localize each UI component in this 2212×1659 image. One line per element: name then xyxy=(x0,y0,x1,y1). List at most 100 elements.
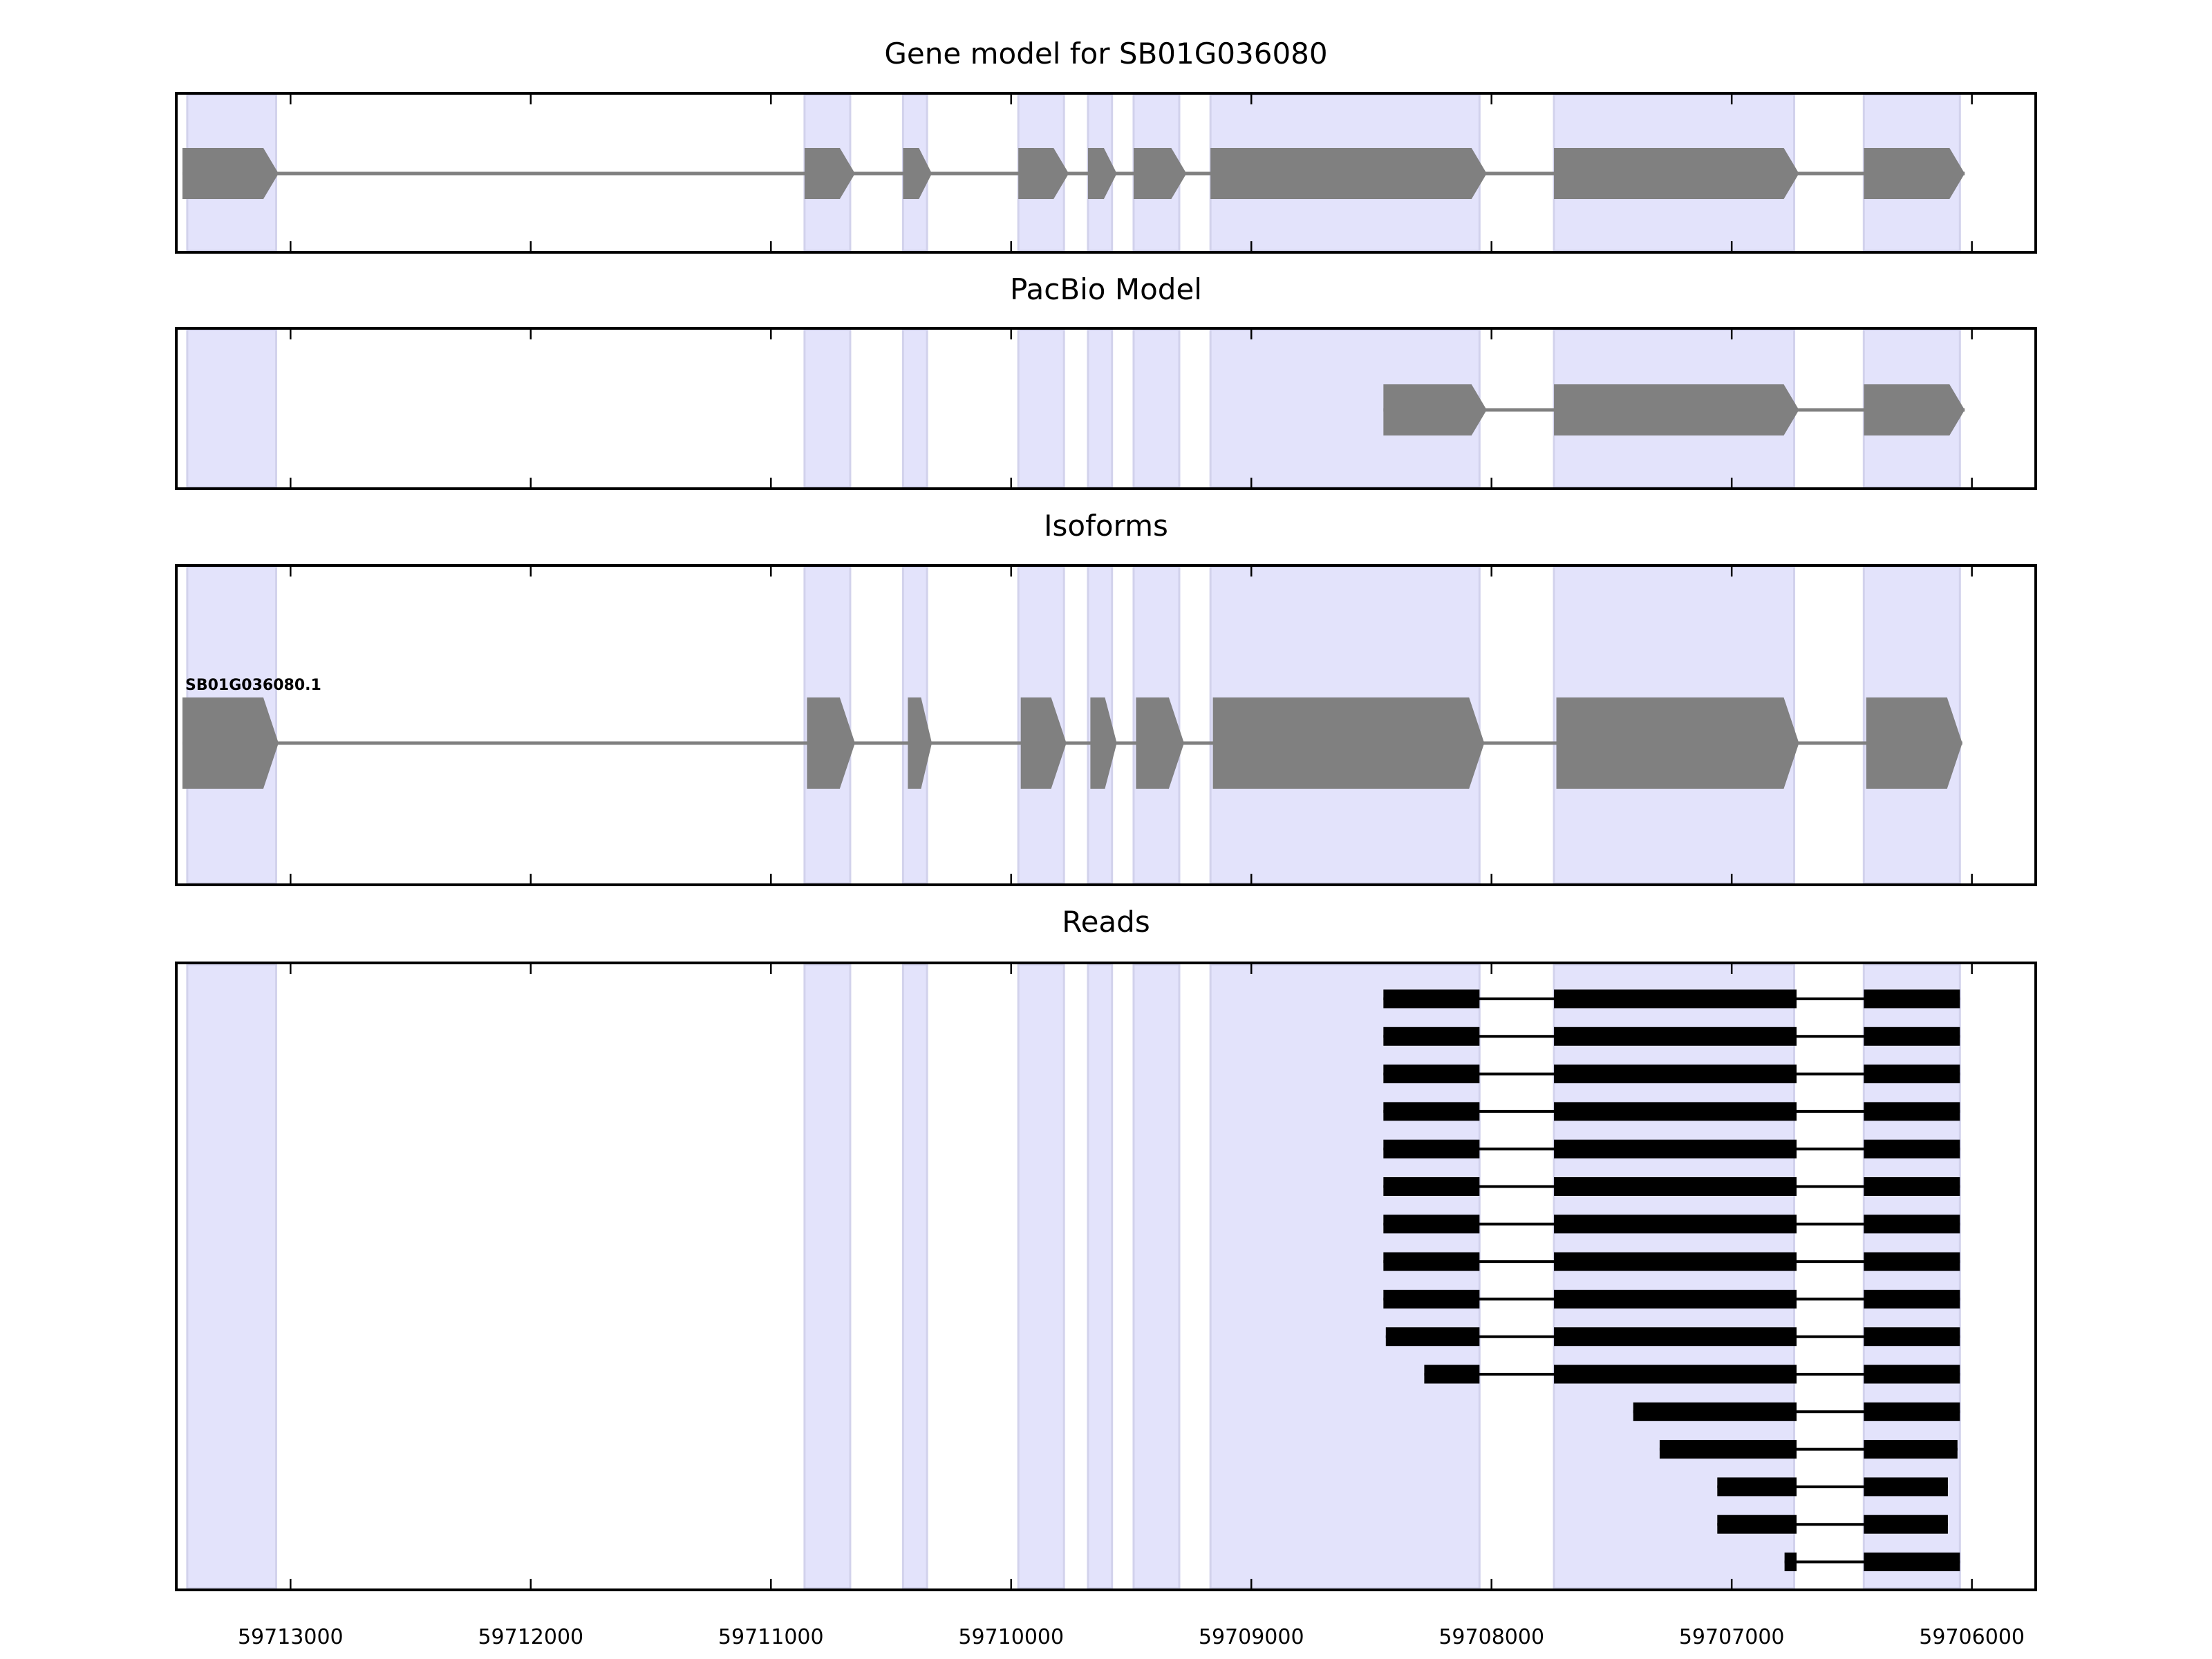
exon-band xyxy=(901,328,928,489)
exon-block xyxy=(182,148,279,199)
read-block xyxy=(1383,1102,1480,1121)
read-row xyxy=(1383,1215,1960,1234)
panel-title-reads: Reads xyxy=(1062,905,1150,939)
exon-band xyxy=(1087,963,1114,1590)
read-block xyxy=(1554,1177,1797,1196)
read-block xyxy=(1864,1289,1960,1309)
tick-marks xyxy=(290,328,1973,489)
read-block xyxy=(1633,1402,1797,1421)
exon-band xyxy=(803,963,852,1590)
exon-bands xyxy=(186,963,1961,1590)
read-block xyxy=(1554,1102,1797,1121)
exon-block xyxy=(903,148,932,199)
exon-block xyxy=(1212,697,1485,789)
read-block xyxy=(1864,1402,1960,1421)
read-block xyxy=(1717,1477,1797,1497)
read-block xyxy=(1554,1027,1797,1046)
read-block xyxy=(1864,1477,1948,1497)
read-block xyxy=(1383,1027,1480,1046)
read-row xyxy=(1717,1515,1948,1534)
read-block xyxy=(1424,1365,1480,1384)
read-block xyxy=(1717,1515,1797,1534)
exon-block xyxy=(1087,148,1117,199)
read-block xyxy=(1864,1327,1960,1347)
read-block xyxy=(1554,1252,1797,1271)
isoform-label: SB01G036080.1 xyxy=(185,677,321,694)
exon-block xyxy=(1864,384,1965,435)
read-block xyxy=(1383,1289,1480,1309)
read-block xyxy=(1864,1252,1960,1271)
panel-frame xyxy=(175,327,2037,490)
read-row xyxy=(1383,1065,1960,1084)
read-row xyxy=(1383,1139,1960,1159)
read-block xyxy=(1864,1365,1960,1384)
exon-band xyxy=(1017,963,1065,1590)
read-row xyxy=(1383,989,1960,1009)
gene-model-track xyxy=(182,148,1965,199)
read-block xyxy=(1864,1102,1960,1121)
tick-label: 59707000 xyxy=(1679,1625,1785,1649)
read-block xyxy=(1864,1515,1948,1534)
isoform-track xyxy=(182,697,1962,789)
x-axis-tick-labels: 59713000 59712000 59711000 59710000 59709000… xyxy=(238,1625,2025,1649)
exon-band xyxy=(186,328,277,489)
tick-label: 59713000 xyxy=(238,1625,344,1649)
pacbio-model-track xyxy=(1383,384,1965,435)
read-row xyxy=(1383,1027,1960,1046)
exon-block xyxy=(908,697,932,789)
read-block xyxy=(1554,989,1797,1009)
read-block xyxy=(1383,1139,1480,1159)
read-row xyxy=(1659,1440,1958,1459)
read-block xyxy=(1864,1139,1960,1159)
exon-block xyxy=(1020,697,1067,789)
read-block xyxy=(1554,1327,1797,1347)
panel-gene-model: Gene model for SB01G036080 xyxy=(175,37,2037,254)
read-row xyxy=(1717,1477,1948,1497)
read-block xyxy=(1383,1215,1480,1234)
exon-band xyxy=(1017,328,1065,489)
exon-block xyxy=(1864,148,1965,199)
read-block xyxy=(1864,1065,1960,1084)
exon-block xyxy=(1210,148,1487,199)
read-block xyxy=(1554,1215,1797,1234)
exon-block xyxy=(1554,148,1799,199)
tick-label: 59712000 xyxy=(478,1625,583,1649)
read-block xyxy=(1554,1065,1797,1084)
read-block xyxy=(1864,1440,1958,1459)
exon-block xyxy=(1018,148,1069,199)
read-row xyxy=(1385,1327,1960,1347)
tick-marks xyxy=(290,963,1973,1590)
panel-frame xyxy=(175,564,2037,886)
panel-reads: Reads xyxy=(175,905,2037,1591)
read-row xyxy=(1784,1553,1960,1571)
read-block xyxy=(1383,1177,1480,1196)
tick-label: 59709000 xyxy=(1199,1625,1304,1649)
exon-block xyxy=(807,697,855,789)
exon-block xyxy=(1554,384,1799,435)
exon-block xyxy=(182,697,279,789)
tick-marks xyxy=(290,565,1973,885)
reads-track xyxy=(1383,989,1960,1571)
read-block xyxy=(1554,1139,1797,1159)
exon-band xyxy=(1087,328,1114,489)
read-block xyxy=(1383,989,1480,1009)
read-block xyxy=(1554,1365,1797,1384)
tick-label: 59706000 xyxy=(1919,1625,2025,1649)
panel-pacbio-model: PacBio Model xyxy=(175,272,2037,490)
panel-title-isoforms: Isoforms xyxy=(1044,509,1168,543)
read-block xyxy=(1784,1553,1797,1571)
exon-band xyxy=(1209,963,1481,1590)
exon-block xyxy=(1556,697,1799,789)
read-block xyxy=(1864,1215,1960,1234)
tick-label: 59711000 xyxy=(718,1625,824,1649)
exon-block xyxy=(1136,697,1184,789)
read-block xyxy=(1864,1553,1960,1571)
exon-bands xyxy=(186,328,1961,489)
read-block xyxy=(1554,1289,1797,1309)
tick-label: 59710000 xyxy=(958,1625,1064,1649)
panel-isoforms: Isoforms SB01G036080.1 xyxy=(175,509,2037,886)
tick-marks xyxy=(290,93,1973,252)
read-block xyxy=(1659,1440,1797,1459)
read-row xyxy=(1383,1289,1960,1309)
